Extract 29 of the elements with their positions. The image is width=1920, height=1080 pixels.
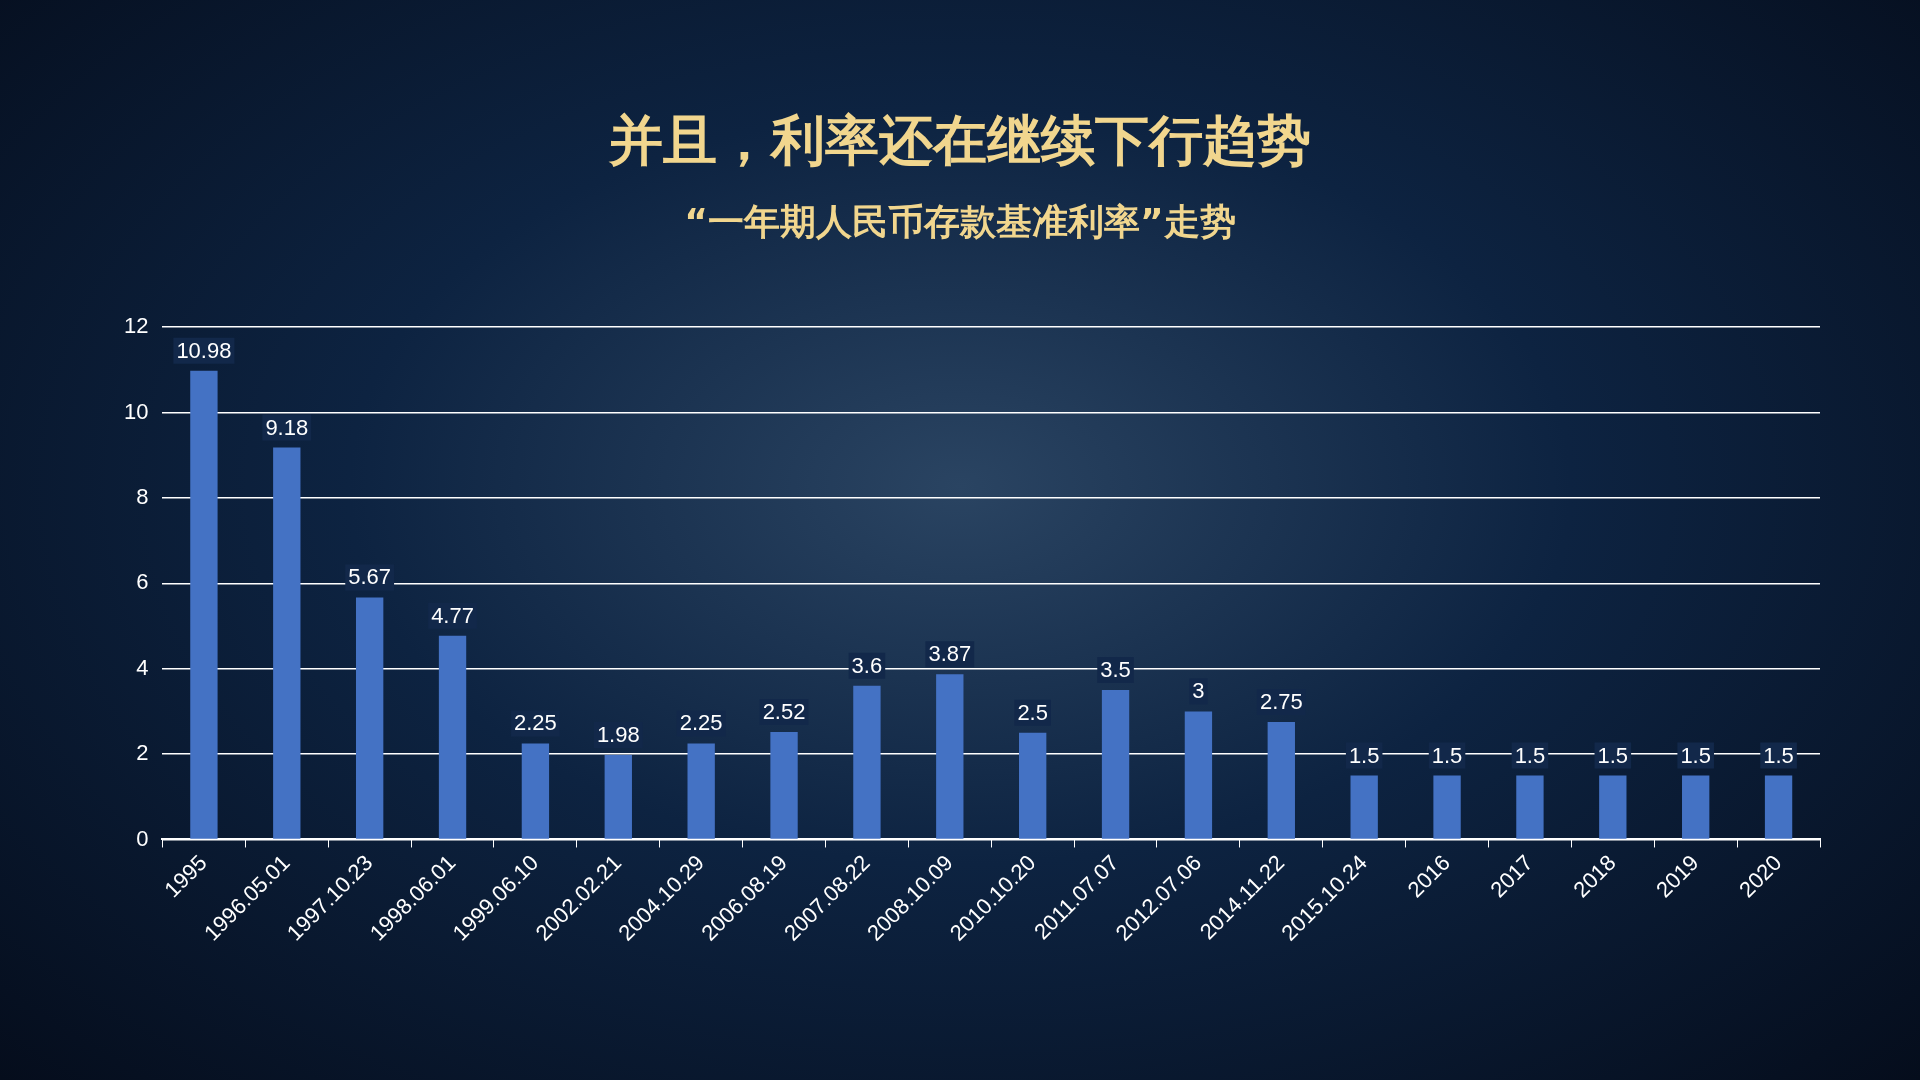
data-label: 3.5 [1100, 657, 1131, 683]
y-tick-label: 10 [123, 398, 149, 424]
data-label: 1.5 [1514, 742, 1546, 768]
data-label: 1.5 [1680, 742, 1711, 768]
data-label: 1.5 [1348, 742, 1380, 768]
data-label: 4.77 [431, 602, 474, 628]
data-label: 1.5 [1431, 742, 1463, 768]
y-tick-label: 8 [136, 484, 149, 510]
data-label: 1.5 [1763, 742, 1794, 768]
y-tick-label: 0 [136, 825, 149, 851]
data-label: 3.6 [851, 652, 883, 678]
data-label: 5.67 [348, 564, 392, 590]
y-tick-label: 4 [136, 654, 149, 680]
data-label: 2.52 [762, 698, 806, 724]
data-label: 3.87 [928, 641, 972, 667]
chart-subtitle: “一年期人民币存款基准利率”走势 [683, 200, 1237, 244]
data-label: 9.18 [265, 414, 309, 440]
data-label: 1.98 [596, 722, 640, 748]
y-tick-label: 6 [136, 569, 149, 595]
data-label: 3 [1192, 678, 1205, 704]
chart-title: 并且，利率还在继续下行趋势 [608, 108, 1312, 174]
data-label: 2.25 [679, 710, 723, 736]
data-label: 2.5 [1017, 699, 1048, 725]
y-tick-label: 12 [123, 313, 149, 339]
data-label: 1.5 [1597, 742, 1629, 768]
data-label: 10.98 [176, 337, 232, 363]
data-label: 2.25 [514, 710, 557, 736]
y-tick-label: 2 [136, 740, 149, 766]
data-label: 2.75 [1259, 689, 1303, 715]
